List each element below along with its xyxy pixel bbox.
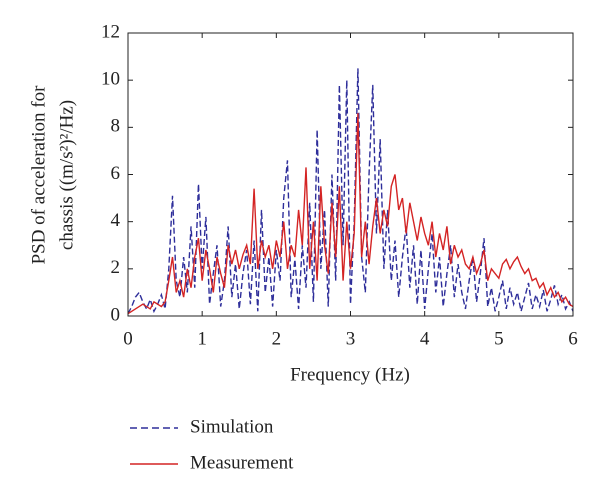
y-tick-label: 2 bbox=[111, 257, 121, 278]
x-tick-label: 5 bbox=[494, 328, 504, 349]
y-tick-label: 12 bbox=[101, 21, 120, 42]
legend-label: Simulation bbox=[190, 416, 274, 437]
x-tick-label: 6 bbox=[568, 328, 578, 349]
y-tick-label: 6 bbox=[111, 163, 121, 184]
x-tick-label: 1 bbox=[197, 328, 207, 349]
x-axis-label: Frequency (Hz) bbox=[290, 364, 410, 385]
legend-label: Measurement bbox=[190, 452, 294, 473]
x-tick-label: 2 bbox=[272, 328, 282, 349]
y-tick-label: 8 bbox=[111, 116, 121, 137]
y-tick-label: 0 bbox=[111, 304, 121, 325]
y-tick-label: 4 bbox=[111, 210, 121, 231]
y-axis-label: PSD of acceleration for bbox=[28, 85, 49, 265]
x-tick-label: 4 bbox=[420, 328, 430, 349]
y-tick-label: 10 bbox=[101, 69, 120, 90]
data-line bbox=[127, 113, 574, 315]
data-line bbox=[127, 68, 574, 314]
x-tick-label: 3 bbox=[346, 328, 356, 349]
y-axis-label: chassis ((m/s²)²/Hz) bbox=[56, 100, 77, 250]
x-tick-label: 0 bbox=[123, 328, 133, 349]
